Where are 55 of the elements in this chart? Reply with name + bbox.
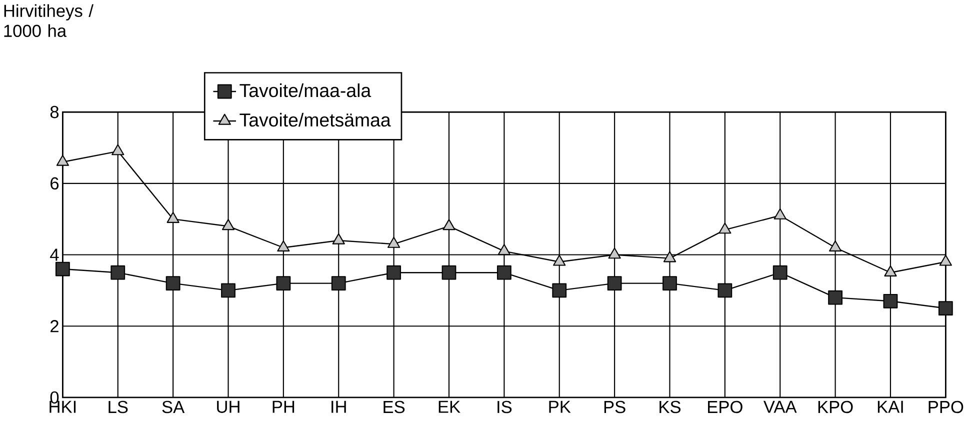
- point: [496, 265, 512, 280]
- x-tick-label: KAI: [878, 400, 903, 413]
- point: [166, 276, 180, 290]
- point: [772, 265, 788, 280]
- point: [718, 222, 732, 234]
- legend-label: Tavoite/metsämaa: [240, 112, 391, 126]
- point: [276, 276, 291, 290]
- y-tick-label: 8: [50, 106, 59, 118]
- x-tick-label: SA: [162, 400, 185, 413]
- point: [221, 283, 236, 298]
- point: [938, 300, 953, 316]
- point: [387, 236, 400, 248]
- x-tick-label: PPO: [928, 400, 964, 413]
- x-tick-label: PH: [272, 400, 294, 413]
- point: [166, 212, 180, 223]
- x-tick-label: ES: [384, 400, 405, 413]
- point: [498, 244, 510, 255]
- point: [884, 265, 897, 276]
- x-tick-label: EPO: [708, 400, 742, 413]
- point: [608, 247, 621, 258]
- x-tick-label: EK: [438, 400, 460, 413]
- point: [222, 218, 235, 230]
- point: [828, 240, 842, 252]
- point: [553, 254, 566, 266]
- y-tick-label: 2: [50, 320, 58, 332]
- point: [552, 283, 567, 298]
- x-tick-label: LS: [108, 400, 128, 413]
- point: [332, 233, 345, 244]
- point: [662, 276, 677, 290]
- point: [883, 294, 898, 308]
- point: [939, 254, 952, 266]
- x-tick-label: PK: [549, 400, 571, 413]
- point: [277, 240, 290, 252]
- point: [663, 250, 676, 262]
- x-tick-label: PS: [604, 400, 626, 413]
- point: [607, 276, 622, 290]
- point: [55, 262, 70, 276]
- point: [828, 290, 842, 305]
- point: [110, 265, 126, 280]
- x-tick-label: KS: [660, 400, 681, 413]
- x-tick-label: UH: [217, 400, 240, 413]
- y-tick-label: 4: [50, 248, 59, 260]
- point: [442, 218, 456, 230]
- point: [718, 283, 732, 298]
- x-tick-label: KPO: [818, 400, 853, 413]
- x-tick-label: IS: [498, 400, 512, 413]
- point: [331, 276, 346, 290]
- legend-label: Tavoite/maa-ala: [240, 83, 372, 97]
- y-axis-title: Hirvitiheys / 1000 ha: [4, 4, 94, 37]
- x-tick-label: VAA: [763, 400, 797, 413]
- y-tick-label: 6: [50, 177, 59, 190]
- x-tick-label: IH: [332, 400, 346, 413]
- point: [386, 265, 402, 280]
- point: [774, 208, 786, 220]
- point: [442, 265, 456, 280]
